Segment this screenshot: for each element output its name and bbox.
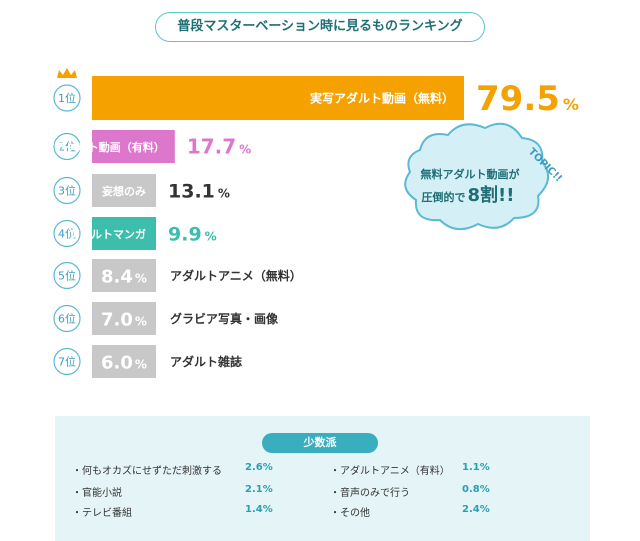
rank-badge xyxy=(53,219,81,248)
minority-item-value: 1.4% xyxy=(245,504,273,515)
minority-item-label: ・その他 xyxy=(330,508,370,519)
rank-label: 1位 xyxy=(58,91,76,105)
rank-label: 4位 xyxy=(58,227,76,241)
bar-value: 7.0% xyxy=(101,310,147,331)
rank-label: 2位 xyxy=(58,140,76,154)
rank-badge xyxy=(53,176,81,205)
bar xyxy=(92,217,156,250)
ranking-bar-chart: 1位 2位 3位 4位 5位 6位 7位 実写アダルト動画（無料） 79.5 % 実写アダルト動画（… xyxy=(33,68,579,378)
bar-value: 9.9% xyxy=(168,223,217,245)
minority-item-value: 2.4% xyxy=(462,504,490,515)
bar-value: 17.7% xyxy=(187,135,251,159)
bar-label: アダルトアニメ（無料） xyxy=(170,268,302,283)
rank-badge xyxy=(53,304,81,333)
bar-label: アダルト雑誌 xyxy=(170,354,242,369)
bar-label: 実写アダルト動画（有料） xyxy=(33,140,165,154)
bar-label: 実写アダルト動画（無料） xyxy=(310,91,454,106)
minority-item-value: 0.8% xyxy=(462,484,490,495)
bar-value: 79.5% xyxy=(476,79,579,119)
bar-label: 妄想のみ xyxy=(102,184,146,198)
topic-cloud xyxy=(404,122,549,231)
bar xyxy=(92,130,175,163)
bar xyxy=(92,259,156,292)
minority-item-label: ・テレビ番組 xyxy=(72,508,132,519)
minority-heading: 少数派 xyxy=(262,433,378,453)
bar xyxy=(92,345,156,378)
bar xyxy=(92,76,464,120)
topic-line2: 圧倒的で 8割!! xyxy=(422,184,515,206)
bar xyxy=(92,302,156,335)
minority-item-label: ・音声のみで行う xyxy=(330,488,410,499)
rank-badge xyxy=(53,132,81,161)
bar-value: 8.4% xyxy=(101,267,147,288)
bar-value: 6.0% xyxy=(101,353,147,374)
rank-label: 5位 xyxy=(58,269,76,283)
rank-label: 7位 xyxy=(58,355,76,369)
topic-line1: 無料アダルト動画が xyxy=(421,167,520,181)
rank-badge xyxy=(53,261,81,290)
rank-label: 3位 xyxy=(58,184,76,198)
bar xyxy=(92,174,156,207)
minority-item-value: 2.6% xyxy=(245,462,273,473)
bar-value: 13.1% xyxy=(168,180,230,202)
bar-label: アダルトマンガ xyxy=(69,227,146,241)
minority-item-value: 2.1% xyxy=(245,484,273,495)
minority-item-value: 1.1% xyxy=(462,462,490,473)
rank-badge xyxy=(53,84,81,112)
crown-icon xyxy=(57,68,77,78)
chart-title: 普段マスターベーション時に見るものランキング xyxy=(155,12,485,42)
rank-badge xyxy=(53,347,81,376)
minority-item-label: ・何もオカズにせずただ刺激する xyxy=(72,466,222,477)
minority-item-label: ・アダルトアニメ（有料） xyxy=(330,466,450,477)
minority-item-label: ・官能小説 xyxy=(72,488,122,499)
bar-label: グラビア写真・画像 xyxy=(170,311,279,326)
rank-label: 6位 xyxy=(58,312,76,326)
